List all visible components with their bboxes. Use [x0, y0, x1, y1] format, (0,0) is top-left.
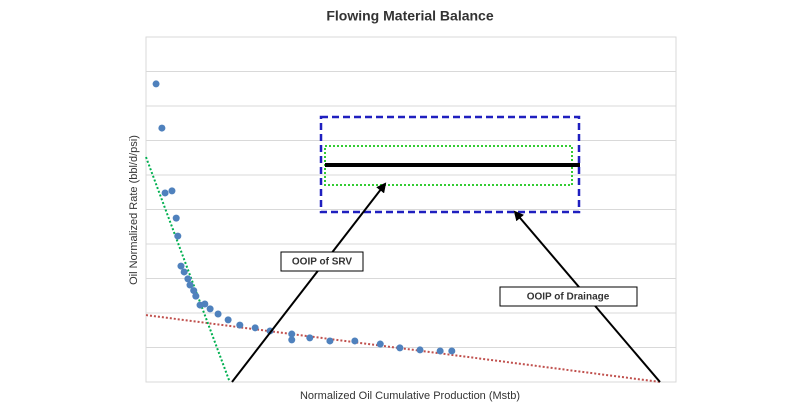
point [376, 340, 384, 348]
point [306, 334, 314, 342]
point [288, 336, 296, 344]
grid [146, 36, 676, 383]
point [448, 347, 456, 355]
trend-line [145, 156, 231, 383]
point [190, 287, 198, 295]
y-axis-label: Oil Normalized Rate (bbl/d/psi) [128, 135, 140, 285]
point [396, 344, 404, 352]
point [184, 275, 192, 283]
point [158, 124, 166, 132]
point [224, 316, 232, 324]
point [251, 324, 259, 332]
point [351, 337, 359, 345]
x-axis-label: Normalized Oil Cumulative Production (Ms… [300, 390, 520, 402]
point [236, 321, 244, 329]
annotation: OOIP of SRV [292, 257, 353, 268]
point [161, 189, 169, 197]
point [201, 300, 209, 308]
point [416, 346, 424, 354]
point [436, 347, 444, 355]
point [186, 281, 194, 289]
point [326, 337, 334, 345]
plot-frame [145, 36, 677, 383]
point [288, 330, 296, 338]
annotation: OOIP of Drainage [527, 292, 610, 303]
point [180, 268, 188, 276]
point [214, 310, 222, 318]
point [192, 292, 200, 300]
point [168, 187, 176, 195]
point [174, 232, 182, 240]
chart-title: Flowing Material Balance [326, 8, 493, 24]
point [206, 305, 214, 313]
point [152, 80, 160, 88]
trend-line [145, 314, 661, 383]
point [172, 214, 180, 222]
annotation-box [499, 286, 638, 307]
annotation-box [280, 251, 364, 272]
marks [145, 80, 661, 383]
point [177, 262, 185, 270]
arrow [231, 182, 387, 383]
